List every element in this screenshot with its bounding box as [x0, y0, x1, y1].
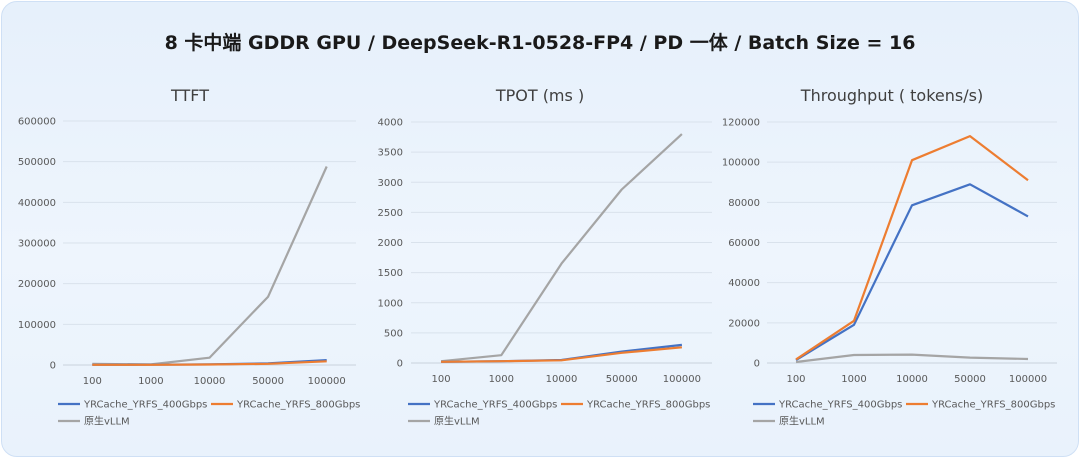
y-tick-label: 1000 — [378, 298, 403, 309]
y-tick-label: 600000 — [18, 117, 56, 128]
x-tick-label: 50000 — [606, 374, 638, 385]
y-tick-label: 0 — [397, 359, 403, 370]
y-tick-label: 200000 — [18, 279, 56, 290]
x-tick-label: 100 — [786, 374, 805, 385]
x-tick-label: 1000 — [138, 376, 163, 387]
legend-label: YRCache_YRFS_400Gbps — [83, 400, 207, 411]
y-tick-label: 1500 — [378, 268, 403, 279]
legend-label: 原生vLLM — [779, 415, 825, 428]
y-tick-label: 120000 — [722, 118, 760, 129]
chart-panel-1: TTFT 0 100000 200000 300000 400000 500000 60000… — [18, 86, 361, 428]
y-tick-label: 80000 — [728, 198, 760, 209]
x-tick-label: 1000 — [489, 374, 514, 385]
legend-label: YRCache_YRFS_400Gbps — [433, 400, 557, 411]
chart-title: TTFT — [170, 86, 209, 105]
series-line-2 — [441, 346, 683, 363]
y-tick-label: 3000 — [378, 178, 403, 189]
y-tick-label: 500000 — [18, 157, 56, 168]
series-line-3 — [440, 133, 683, 363]
y-tick-label: 4000 — [378, 118, 403, 129]
series-line-3 — [795, 353, 1029, 364]
legend-label: YRCache_YRFS_800Gbps — [586, 400, 710, 411]
legend-label: YRCache_YRFS_800Gbps — [931, 400, 1055, 411]
x-tick-label: 100 — [432, 374, 451, 385]
chart-title: TPOT (ms ) — [495, 86, 584, 105]
chart-title: Throughput ( tokens/s) — [800, 86, 983, 105]
y-tick-label: 20000 — [728, 318, 760, 329]
y-tick-label: 0 — [50, 361, 56, 372]
y-tick-label: 300000 — [18, 239, 56, 250]
x-tick-label: 10000 — [546, 374, 578, 385]
series-line-2 — [795, 135, 1029, 361]
y-tick-label: 100000 — [722, 158, 760, 169]
y-tick-label: 2000 — [378, 238, 403, 249]
y-tick-label: 400000 — [18, 198, 56, 209]
x-tick-label: 100000 — [1009, 374, 1047, 385]
x-tick-label: 10000 — [896, 374, 928, 385]
x-tick-label: 1000 — [841, 374, 866, 385]
main-title: 8 卡中端 GDDR GPU / DeepSeek-R1-0528-FP4 / … — [164, 32, 916, 54]
chart-panel-2: TPOT (ms ) 0 500 1000 1500 2000 2500 3000 3500 40… — [378, 86, 712, 428]
legend-label: YRCache_YRFS_800Gbps — [236, 400, 360, 411]
series-line-3 — [92, 166, 328, 366]
x-tick-label: 10000 — [194, 376, 226, 387]
y-tick-label: 2500 — [378, 208, 403, 219]
x-tick-label: 100 — [83, 376, 102, 387]
y-tick-label: 0 — [754, 359, 760, 370]
y-tick-label: 40000 — [728, 278, 760, 289]
y-tick-label: 3500 — [378, 148, 403, 159]
y-tick-label: 60000 — [728, 238, 760, 249]
series-line-1 — [795, 183, 1029, 361]
chart-panel-3: Throughput ( tokens/s) 0 20000 40000 60000 80… — [722, 86, 1057, 428]
x-tick-label: 50000 — [252, 376, 284, 387]
y-tick-label: 500 — [384, 328, 403, 339]
x-tick-label: 100000 — [663, 374, 701, 385]
x-tick-label: 100000 — [308, 376, 346, 387]
legend-label: YRCache_YRFS_400Gbps — [778, 400, 902, 411]
series-line-2 — [92, 360, 327, 366]
x-tick-label: 50000 — [954, 374, 986, 385]
legend-label: 原生vLLM — [84, 415, 130, 428]
y-tick-label: 100000 — [18, 320, 56, 331]
legend-label: 原生vLLM — [434, 415, 480, 428]
